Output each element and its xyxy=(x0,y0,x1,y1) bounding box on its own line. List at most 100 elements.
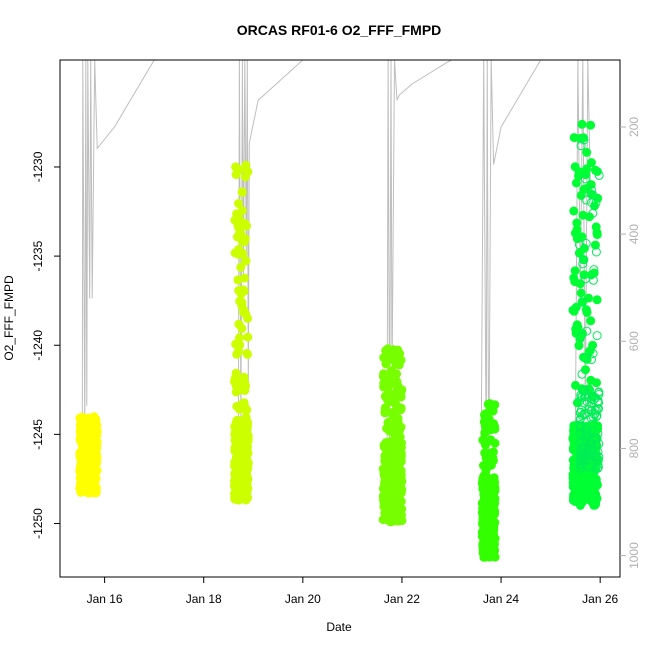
y2-tick-label: 800 xyxy=(627,438,641,458)
data-point xyxy=(585,481,595,491)
data-point xyxy=(584,212,594,222)
secondary-series-line xyxy=(81,59,165,433)
data-point xyxy=(581,408,591,418)
data-point xyxy=(236,262,246,272)
data-point xyxy=(236,228,246,238)
data-point xyxy=(394,507,404,517)
chart-title: ORCAS RF01-6 O2_FFF_FMPD xyxy=(237,22,442,38)
data-point xyxy=(234,319,244,329)
data-point xyxy=(589,500,599,510)
data-point xyxy=(586,375,596,385)
data-point xyxy=(241,405,251,415)
x-tick-label: Jan 18 xyxy=(186,592,222,606)
data-point xyxy=(578,437,588,447)
data-point xyxy=(76,437,86,447)
data-point xyxy=(587,185,597,195)
data-point xyxy=(575,428,584,438)
data-point xyxy=(570,496,580,506)
data-point xyxy=(239,237,249,247)
data-point xyxy=(243,332,253,342)
data-point xyxy=(580,174,590,184)
data-point xyxy=(591,247,601,257)
data-point xyxy=(570,228,580,238)
data-point xyxy=(570,266,580,276)
data-point xyxy=(390,378,400,388)
data-point xyxy=(238,458,248,468)
data-point xyxy=(77,419,87,429)
data-point xyxy=(582,424,592,434)
data-point xyxy=(587,355,596,365)
series-cluster xyxy=(230,160,253,505)
data-point xyxy=(576,390,586,400)
series-cluster xyxy=(477,399,500,562)
data-point xyxy=(482,462,492,472)
data-point xyxy=(388,411,398,421)
data-point xyxy=(577,119,587,129)
data-point xyxy=(84,488,94,498)
data-point xyxy=(478,435,488,445)
data-point xyxy=(241,256,251,266)
data-point xyxy=(78,428,88,438)
data-points-layer xyxy=(75,119,604,562)
data-point xyxy=(230,248,240,258)
series-cluster xyxy=(574,135,604,474)
data-point xyxy=(234,199,243,208)
data-point xyxy=(383,344,393,354)
data-point xyxy=(569,306,579,316)
data-point xyxy=(582,308,592,317)
data-point xyxy=(240,219,250,228)
data-point xyxy=(584,455,594,465)
data-point xyxy=(588,208,598,218)
data-point xyxy=(579,135,589,145)
x-tick-label: Jan 20 xyxy=(285,592,321,606)
data-point xyxy=(576,141,586,151)
data-point xyxy=(581,437,591,447)
data-point xyxy=(572,218,582,228)
data-point xyxy=(237,206,247,216)
data-point xyxy=(483,475,493,484)
data-point xyxy=(237,188,247,197)
x-tick-label: Jan 26 xyxy=(582,592,618,606)
data-point xyxy=(232,349,242,359)
data-point xyxy=(582,147,592,157)
data-point xyxy=(386,391,396,400)
data-point xyxy=(579,255,588,265)
data-point xyxy=(235,165,244,175)
data-point xyxy=(390,479,400,489)
data-point xyxy=(89,443,98,453)
data-point xyxy=(383,418,393,427)
data-point xyxy=(579,184,589,194)
data-point xyxy=(241,160,251,170)
data-point xyxy=(581,195,591,205)
data-point xyxy=(575,422,585,432)
data-point xyxy=(578,259,588,269)
data-point xyxy=(477,508,487,517)
data-point xyxy=(576,332,586,341)
series-cluster xyxy=(378,344,407,527)
data-point xyxy=(481,497,491,507)
data-point xyxy=(590,240,600,250)
data-point xyxy=(586,158,596,168)
data-point xyxy=(594,170,604,180)
data-point xyxy=(594,387,604,397)
data-point xyxy=(585,446,595,456)
data-point xyxy=(569,133,579,143)
data-point xyxy=(488,517,498,527)
data-point xyxy=(395,490,405,500)
data-point xyxy=(242,348,252,358)
data-point xyxy=(594,439,604,449)
y-tick-label: -1240 xyxy=(31,330,45,361)
y2-tick-label: 400 xyxy=(627,224,641,244)
data-point xyxy=(88,466,98,476)
x-tick-label: Jan 24 xyxy=(483,592,519,606)
data-point xyxy=(591,405,601,415)
data-point xyxy=(577,369,587,379)
data-point xyxy=(592,480,602,490)
data-point xyxy=(378,484,388,494)
data-point xyxy=(580,353,590,363)
data-point xyxy=(574,240,584,250)
data-point xyxy=(233,425,243,435)
data-point xyxy=(380,403,390,413)
data-point xyxy=(585,385,594,395)
